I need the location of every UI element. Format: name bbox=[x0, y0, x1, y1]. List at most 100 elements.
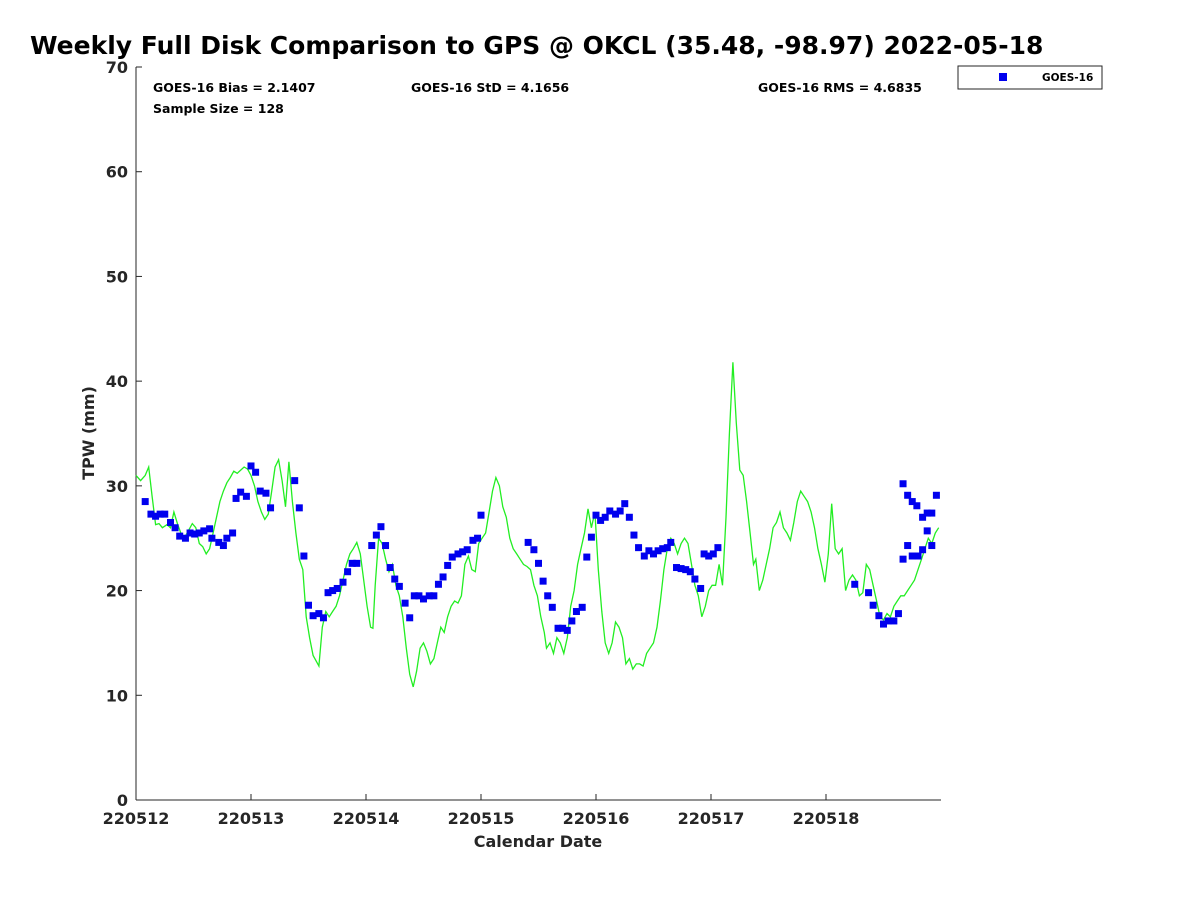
x-tick-label: 220514 bbox=[333, 809, 400, 828]
goes16-point bbox=[583, 553, 591, 561]
x-tick-label: 220515 bbox=[448, 809, 515, 828]
goes16-point bbox=[914, 552, 922, 560]
goes16-point bbox=[262, 489, 270, 497]
goes16-point bbox=[635, 544, 643, 552]
goes16-point bbox=[524, 538, 532, 546]
goes16-point bbox=[559, 624, 567, 632]
y-axis-label: TPW (mm) bbox=[79, 386, 98, 480]
goes16-point bbox=[141, 498, 149, 506]
goes16-point bbox=[899, 555, 907, 563]
goes16-point bbox=[654, 547, 662, 555]
goes16-point bbox=[880, 620, 887, 628]
goes16-point bbox=[344, 568, 352, 576]
goes16-point bbox=[324, 589, 332, 597]
goes16-point bbox=[195, 529, 203, 537]
goes16-point bbox=[869, 601, 877, 609]
x-tick-label: 220512 bbox=[103, 809, 170, 828]
x-tick-label: 220517 bbox=[678, 809, 745, 828]
goes16-point bbox=[659, 545, 667, 553]
goes16-point bbox=[616, 507, 624, 515]
goes16-point bbox=[425, 592, 433, 600]
goes16-point bbox=[237, 488, 245, 496]
legend-label-goes16: GOES-16 bbox=[1042, 72, 1093, 84]
goes16-point bbox=[191, 530, 199, 538]
chart-title: Weekly Full Disk Comparison to GPS @ OKC… bbox=[30, 31, 1043, 60]
goes16-point bbox=[548, 603, 556, 611]
goes16-point bbox=[539, 577, 547, 585]
goes16-point bbox=[932, 491, 940, 499]
goes16-point bbox=[454, 550, 462, 558]
goes16-point bbox=[686, 568, 694, 576]
plot-area bbox=[135, 67, 941, 801]
goes16-point bbox=[252, 468, 260, 476]
goes16-point bbox=[865, 589, 873, 597]
goes16-point bbox=[415, 592, 423, 600]
goes16-point bbox=[256, 487, 264, 495]
goes16-point bbox=[353, 559, 361, 567]
goes16-point bbox=[875, 612, 883, 620]
goes16-point bbox=[386, 564, 394, 572]
goes16-point bbox=[309, 612, 317, 620]
legend: GOES-16 bbox=[957, 65, 1103, 90]
goes16-point bbox=[242, 492, 250, 500]
goes16-point bbox=[928, 542, 936, 550]
goes16-point bbox=[612, 510, 620, 518]
goes16-point bbox=[208, 534, 216, 542]
y-tick-label: 30 bbox=[106, 477, 128, 496]
goes16-point bbox=[469, 536, 477, 544]
goes16-point bbox=[714, 544, 722, 552]
goes16-point bbox=[578, 603, 586, 611]
goes16-point bbox=[587, 533, 595, 541]
goes16-point bbox=[572, 608, 580, 616]
goes16-point bbox=[908, 552, 916, 560]
y-ticks: 0 10 20 30 40 50 60 70 bbox=[106, 58, 142, 810]
goes16-point bbox=[923, 527, 931, 535]
goes16-point bbox=[677, 565, 685, 573]
goes16-point bbox=[156, 510, 164, 518]
y-tick-label: 50 bbox=[106, 267, 128, 286]
goes16-point bbox=[229, 529, 237, 537]
y-tick-label: 40 bbox=[106, 372, 128, 391]
goes16-point bbox=[923, 509, 931, 517]
std-stat: GOES-16 StD = 4.1656 bbox=[411, 80, 569, 95]
goes16-point bbox=[215, 538, 223, 546]
goes16-point bbox=[295, 504, 303, 512]
x-tick-label: 220513 bbox=[218, 809, 285, 828]
goes16-point bbox=[377, 523, 385, 531]
goes16-point bbox=[899, 480, 907, 488]
goes16-point bbox=[673, 564, 680, 572]
goes16-point bbox=[382, 542, 390, 550]
goes16-point bbox=[625, 513, 633, 521]
goes16-point bbox=[171, 524, 179, 532]
gps-series bbox=[135, 362, 940, 688]
goes16-point bbox=[186, 529, 194, 537]
goes16-point bbox=[300, 552, 308, 560]
goes16-point bbox=[439, 573, 447, 581]
goes16-point bbox=[474, 534, 482, 542]
goes16-point bbox=[663, 544, 671, 552]
goes16-point bbox=[219, 542, 227, 550]
x-tick-label: 220516 bbox=[563, 809, 630, 828]
goes16-point bbox=[908, 498, 916, 506]
goes16-point bbox=[535, 559, 542, 567]
x-tick-label: 220518 bbox=[793, 809, 860, 828]
goes16-point bbox=[401, 599, 409, 607]
goes16-point bbox=[597, 516, 605, 524]
goes16-point bbox=[291, 477, 299, 485]
y-tick-label: 10 bbox=[106, 686, 128, 705]
goes16-point bbox=[167, 519, 174, 527]
goes16-point bbox=[200, 527, 208, 535]
goes16-point bbox=[554, 624, 562, 632]
goes16-point bbox=[181, 534, 189, 542]
goes16-point bbox=[563, 626, 571, 634]
x-ticks: 220512 220513 220514 220515 220516 220517 2205… bbox=[103, 794, 860, 828]
goes16-series bbox=[141, 462, 940, 634]
goes16-point bbox=[477, 511, 485, 519]
x-axis-label: Calendar Date bbox=[474, 832, 603, 851]
gps-line bbox=[135, 362, 940, 688]
goes16-point bbox=[152, 512, 160, 520]
goes16-point bbox=[904, 491, 912, 499]
bias-stat: GOES-16 Bias = 2.1407 bbox=[153, 80, 315, 95]
goes16-point bbox=[904, 542, 912, 550]
goes16-point bbox=[410, 592, 418, 600]
